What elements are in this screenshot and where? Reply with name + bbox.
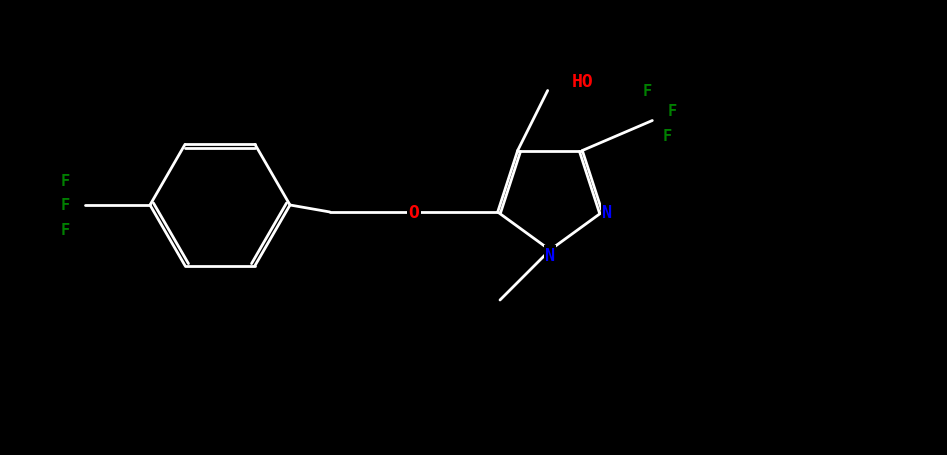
Text: F: F [643, 84, 652, 99]
Text: F: F [61, 223, 69, 238]
Text: F: F [663, 129, 671, 144]
Text: O: O [408, 203, 420, 222]
Text: HO: HO [572, 72, 594, 90]
Text: F: F [61, 198, 69, 213]
Text: N: N [602, 203, 613, 222]
Text: F: F [668, 104, 677, 119]
Text: N: N [545, 247, 555, 264]
Text: F: F [61, 173, 69, 188]
